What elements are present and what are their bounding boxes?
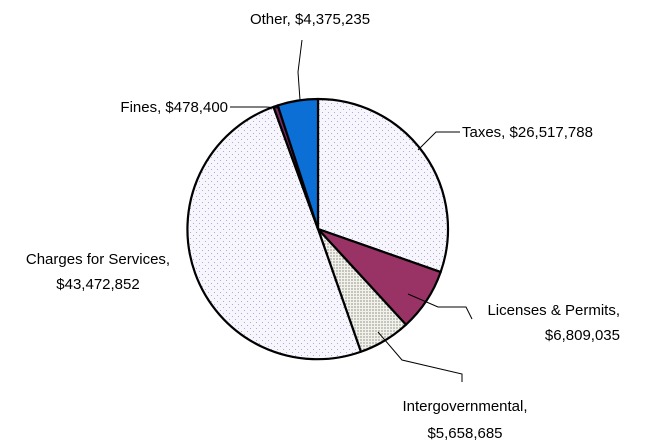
leader-line-taxes — [417, 131, 460, 151]
leader-line-other — [297, 39, 303, 101]
leader-line-licenses-permits — [407, 293, 473, 320]
data-label-other: Other, $4,375,235 — [250, 11, 370, 28]
pie-slice-charges-for-services — [186, 105, 362, 361]
leader-line-intergovernmental — [377, 331, 463, 382]
data-label-taxes: Taxes, $26,517,788 — [462, 124, 593, 141]
data-label-charges-for-services: Charges for Services, $43,472,852 — [26, 251, 170, 293]
data-label-licenses-permits: Licenses & Permits, $6,809,035 — [487, 302, 620, 344]
data-label-intergovernmental: Intergovernmental, $5,658,685 — [402, 398, 527, 442]
pie-slice-other — [276, 97, 320, 231]
data-label-fines: Fines, $478,400 — [120, 99, 228, 116]
pie-slice-taxes — [316, 97, 450, 274]
leader-line-fines — [230, 106, 281, 109]
